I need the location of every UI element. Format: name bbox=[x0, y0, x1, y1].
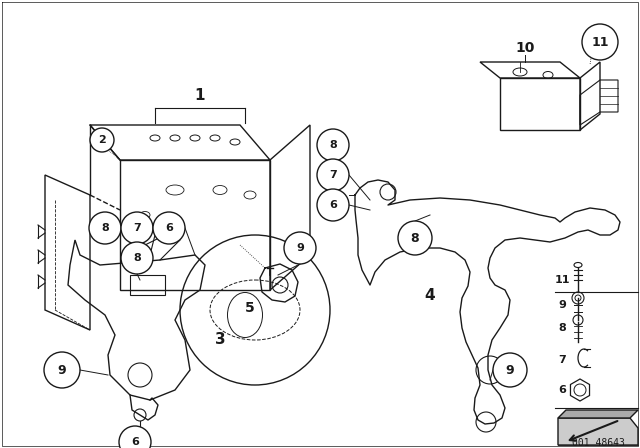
Text: 2: 2 bbox=[98, 135, 106, 145]
Text: 11: 11 bbox=[554, 275, 570, 285]
Circle shape bbox=[398, 221, 432, 255]
Text: 8: 8 bbox=[411, 232, 419, 245]
Circle shape bbox=[90, 128, 114, 152]
Text: 1: 1 bbox=[195, 87, 205, 103]
Circle shape bbox=[153, 212, 185, 244]
Text: 8: 8 bbox=[101, 223, 109, 233]
Text: 7: 7 bbox=[558, 355, 566, 365]
Text: 9: 9 bbox=[506, 363, 515, 376]
Text: 8: 8 bbox=[558, 323, 566, 333]
Text: 001 48643: 001 48643 bbox=[572, 438, 625, 448]
Circle shape bbox=[317, 159, 349, 191]
Text: 7: 7 bbox=[133, 223, 141, 233]
Circle shape bbox=[121, 212, 153, 244]
Text: 8: 8 bbox=[133, 253, 141, 263]
Text: 11: 11 bbox=[591, 35, 609, 48]
Text: 10: 10 bbox=[515, 41, 534, 55]
Text: 9: 9 bbox=[558, 300, 566, 310]
Circle shape bbox=[119, 426, 151, 448]
Circle shape bbox=[317, 129, 349, 161]
Text: 8: 8 bbox=[329, 140, 337, 150]
Circle shape bbox=[317, 189, 349, 221]
Text: 5: 5 bbox=[245, 301, 255, 315]
Text: 6: 6 bbox=[165, 223, 173, 233]
Circle shape bbox=[89, 212, 121, 244]
Text: 3: 3 bbox=[214, 332, 225, 348]
Text: 9: 9 bbox=[58, 363, 67, 376]
Text: 4: 4 bbox=[425, 288, 435, 302]
Polygon shape bbox=[558, 418, 638, 445]
Circle shape bbox=[582, 24, 618, 60]
Circle shape bbox=[493, 353, 527, 387]
Text: 9: 9 bbox=[296, 243, 304, 253]
Circle shape bbox=[121, 242, 153, 274]
Polygon shape bbox=[558, 410, 638, 418]
Circle shape bbox=[44, 352, 80, 388]
Text: 7: 7 bbox=[329, 170, 337, 180]
Text: 6: 6 bbox=[131, 437, 139, 447]
Text: 6: 6 bbox=[558, 385, 566, 395]
Circle shape bbox=[284, 232, 316, 264]
Text: 6: 6 bbox=[329, 200, 337, 210]
